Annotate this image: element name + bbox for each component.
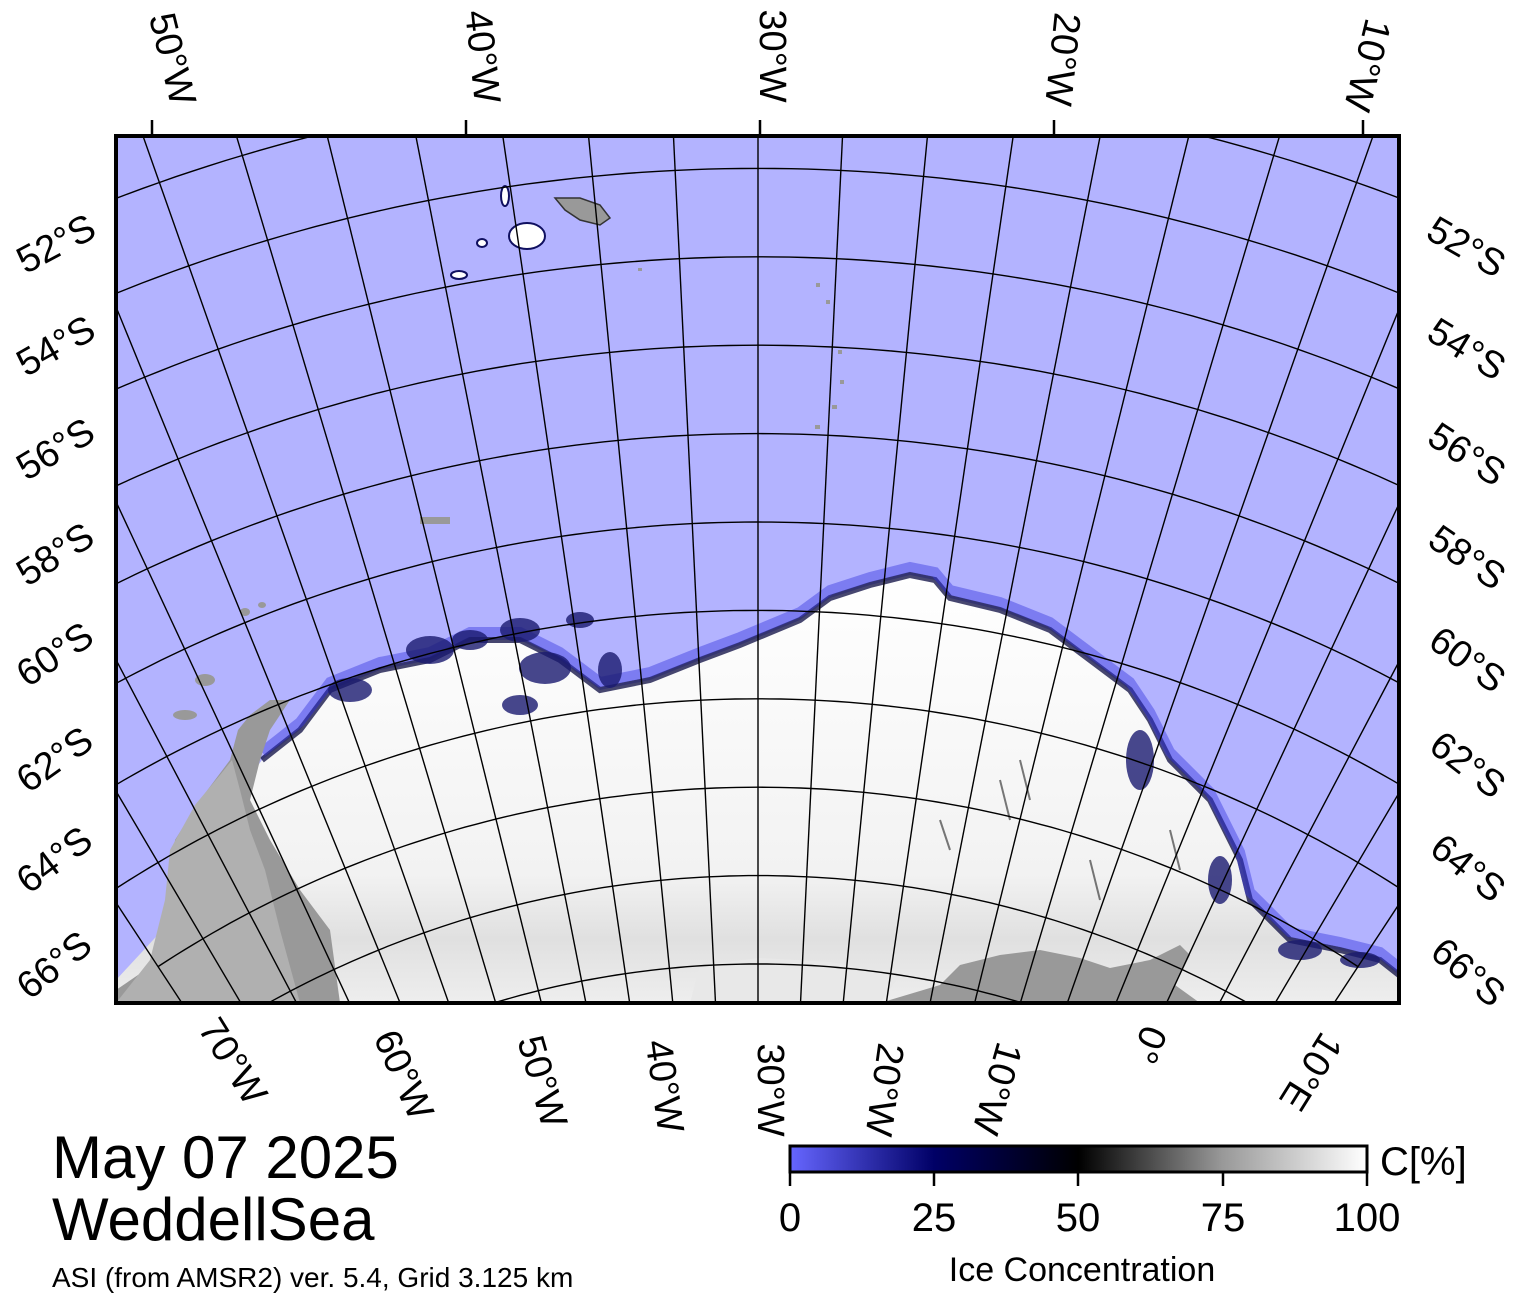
left-lat-label: 64°S <box>9 819 100 902</box>
top-lon-label: 10°W <box>1335 15 1398 116</box>
bottom-lon-label: 40°W <box>637 1037 692 1135</box>
bottom-lon-label: 50°W <box>508 1031 574 1132</box>
right-lat-label: 58°S <box>1421 517 1513 599</box>
right-lat-label: 62°S <box>1422 724 1513 808</box>
meridian-line <box>1165 502 1399 1003</box>
south-orkney-ice-island <box>508 222 546 250</box>
bottom-lon-label: 60°W <box>365 1024 441 1126</box>
meridian-line <box>502 136 631 1003</box>
left-lat-label: 58°S <box>9 515 101 595</box>
right-lat-label: 64°S <box>1422 826 1513 911</box>
meridian-line <box>116 304 401 1003</box>
colorbar-tick-label: 25 <box>911 1196 957 1240</box>
left-latitude-labels: 52°S 54°S 56°S 58°S 60°S 62°S 64°S 66°S <box>9 206 103 1007</box>
meridian-line <box>326 136 543 1003</box>
peninsula-land-ice <box>116 760 300 1003</box>
top-lon-label: 20°W <box>1036 11 1088 108</box>
meridian-line <box>235 136 497 1003</box>
meridian-line <box>116 499 351 1003</box>
bottom-lon-label: 10°W <box>963 1038 1029 1139</box>
bottom-longitude-labels: 70°W 60°W 50°W 40°W 30°W 20°W 10°W 0° 10°E <box>190 1011 1350 1139</box>
left-lat-label: 60°S <box>9 614 101 695</box>
map-date-title: May 07 2025 <box>52 1124 399 1191</box>
meridian-line <box>973 136 1190 1003</box>
right-lat-label: 60°S <box>1421 619 1513 702</box>
meridian-line <box>842 136 929 1003</box>
bottom-lon-label: 10°E <box>1270 1025 1350 1117</box>
meridian-line <box>1115 307 1399 1003</box>
right-lat-label: 54°S <box>1420 310 1513 389</box>
meridian-line <box>929 136 1101 1003</box>
left-lat-label: 62°S <box>9 719 101 801</box>
colorbar <box>788 1144 1369 1174</box>
right-lat-label: 66°S <box>1423 930 1513 1016</box>
ice-shelf-shadow <box>690 958 900 1003</box>
small-island-3 <box>450 270 468 280</box>
meridian-line <box>1066 136 1374 1003</box>
meridian-line <box>587 136 674 1003</box>
scattered-land-pixels <box>420 268 844 524</box>
top-lon-label: 40°W <box>456 8 508 105</box>
top-longitude-labels: 50°W 40°W 30°W 20°W 10°W <box>140 8 1398 115</box>
right-lat-label: 52°S <box>1420 209 1513 287</box>
meridian-line <box>799 136 844 1003</box>
colorbar-ticks <box>788 1172 1369 1186</box>
right-lat-label: 56°S <box>1420 415 1512 495</box>
small-island-1 <box>500 185 510 207</box>
marginal-ice-patches <box>328 612 1380 968</box>
right-latitude-labels: 52°S 54°S 56°S 58°S 60°S 62°S 64°S 66°S <box>1420 209 1513 1016</box>
bottom-lon-label: 0° <box>1122 1020 1175 1069</box>
product-info: ASI (from AMSR2) ver. 5.4, Grid 3.125 km <box>52 1262 574 1293</box>
top-lon-label: 30°W <box>751 9 793 102</box>
colorbar-title: Ice Concentration <box>948 1251 1216 1289</box>
ice-leads <box>939 759 1181 901</box>
left-lat-label: 54°S <box>10 308 103 385</box>
colorbar-tick-label: 0 <box>778 1196 802 1240</box>
colorbar-tick-label: 75 <box>1200 1196 1246 1240</box>
meridian-line <box>885 136 1014 1003</box>
bottom-lon-label: 30°W <box>749 1043 791 1136</box>
meridian-line <box>415 136 587 1003</box>
small-island-2 <box>476 238 488 248</box>
left-lat-label: 56°S <box>10 410 103 489</box>
colorbar-unit: C[%] <box>1380 1140 1467 1184</box>
meridian-line <box>142 136 450 1003</box>
top-lon-label: 50°W <box>140 9 203 110</box>
frame-ticks <box>150 120 1365 136</box>
left-lat-label: 52°S <box>10 206 103 282</box>
bottom-lon-label: 70°W <box>190 1011 275 1113</box>
left-lat-label: 66°S <box>9 923 100 1007</box>
meridian-line <box>1019 136 1281 1003</box>
meridian-line <box>672 136 717 1003</box>
map-frame <box>114 134 1401 1005</box>
colorbar-tick-label: 50 <box>1055 1196 1101 1240</box>
map-region-title: WeddellSea <box>52 1186 375 1253</box>
colorbar-tick-label: 100 <box>1333 1196 1401 1240</box>
antarctic-coast-land <box>880 945 1200 1003</box>
bottom-lon-label: 20°W <box>857 1041 912 1139</box>
